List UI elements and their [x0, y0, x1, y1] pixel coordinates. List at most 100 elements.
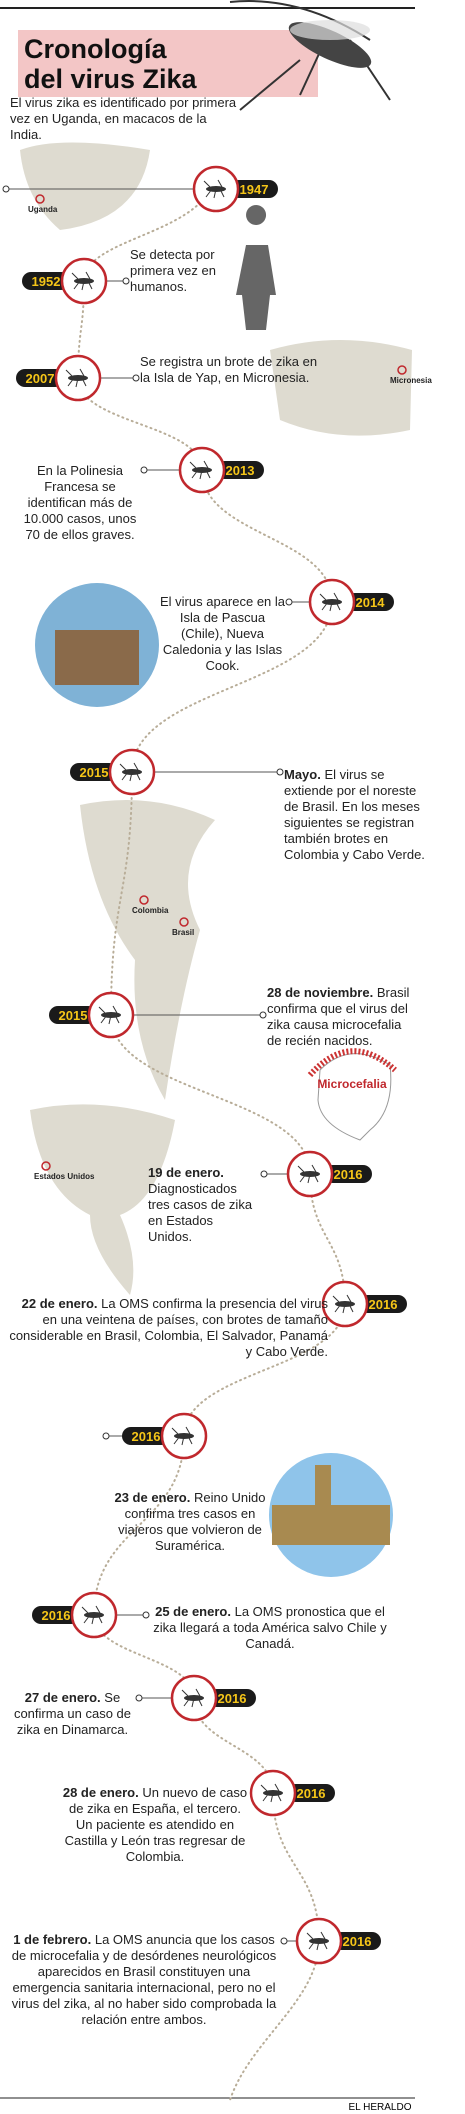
year: 2016 — [334, 1167, 363, 1182]
mosquito-legs — [297, 1164, 319, 1184]
connector-dot — [122, 277, 130, 285]
map-point — [397, 365, 407, 375]
event-text: Mayo. El virus se extiende por el norest… — [284, 767, 434, 863]
year-badge — [22, 272, 70, 290]
mosquito-legs — [260, 1783, 282, 1803]
mosquito-legs — [203, 179, 225, 199]
mosquito-icon — [189, 460, 212, 480]
connector-dot — [259, 1011, 267, 1019]
mosquito-legs — [81, 1605, 103, 1625]
event-text: 25 de enero. La OMS pronostica que el zi… — [150, 1604, 390, 1652]
mosquito-legs — [119, 762, 141, 782]
year: 2016 — [297, 1786, 326, 1801]
event-description: Brasil confirma que el virus del zika ca… — [267, 985, 410, 1048]
year-badge — [333, 1932, 381, 1950]
mosquito-legs — [306, 1931, 328, 1951]
mosquito-icon — [319, 592, 342, 612]
event-description: Se detecta por primera vez en humanos. — [130, 247, 216, 294]
map-point — [35, 194, 45, 204]
connector-dot — [276, 768, 284, 776]
human-silhouette — [236, 205, 276, 330]
year: 2015 — [80, 765, 109, 780]
year: 1952 — [32, 274, 61, 289]
map-label: Colombia — [132, 906, 169, 915]
mosquito-icon — [181, 1688, 204, 1708]
year-badge — [32, 1606, 80, 1624]
year: 2016 — [132, 1429, 161, 1444]
event-description: Un nuevo de caso de zika en España, el t… — [64, 1785, 248, 1864]
year: 2013 — [226, 463, 255, 478]
event-description: La OMS confirma la presencia del virus e… — [9, 1296, 328, 1359]
connector-dot — [135, 1694, 143, 1702]
event-date: 23 de enero. — [114, 1490, 191, 1505]
year-badge — [70, 763, 118, 781]
connector-dot — [142, 1611, 150, 1619]
measure-tape — [307, 1048, 397, 1078]
mosquito-legs — [332, 1294, 354, 1314]
year: 2016 — [369, 1297, 398, 1312]
year-badge — [346, 593, 394, 611]
mosquito-icon — [71, 271, 94, 291]
moai — [55, 630, 139, 685]
year-badge — [122, 1427, 170, 1445]
map-world — [270, 340, 412, 436]
mosquito-legs — [181, 1688, 203, 1708]
mosquito-legs — [71, 271, 93, 291]
event-text: En la Polinesia Francesa se identifican … — [20, 463, 140, 543]
event-text: El virus zika es identificado por primer… — [10, 95, 240, 143]
year-badge — [49, 1006, 97, 1024]
connector-dot — [102, 1432, 110, 1440]
event-text: El virus aparece en la Isla de Pascua (C… — [160, 594, 285, 674]
connector-dot — [285, 598, 293, 606]
event-text: Se registra un brote de zika en la Isla … — [140, 354, 320, 386]
event-text: 22 de enero. La OMS confirma la presenci… — [8, 1296, 328, 1360]
mosquito-icon — [306, 1931, 329, 1951]
dotted-path — [76, 166, 347, 2101]
year-badge — [230, 180, 278, 198]
event-description: En la Polinesia Francesa se identifican … — [23, 463, 137, 542]
event-date: 28 de noviembre. — [267, 985, 374, 1000]
year: 2015 — [59, 1008, 88, 1023]
mosquito-legs — [319, 592, 341, 612]
footer: EL HERALDO — [349, 2102, 412, 2113]
year-badge — [216, 461, 264, 479]
title-line: del virus Zika — [24, 64, 197, 94]
map-world — [20, 142, 150, 230]
event-date: 22 de enero. — [21, 1296, 98, 1311]
event-text: 19 de enero. Diagnosticados tres casos d… — [148, 1165, 260, 1245]
year: 2007 — [26, 371, 55, 386]
mosquito-icon — [171, 1426, 194, 1446]
connector-dot — [260, 1170, 268, 1178]
title-line: Cronología — [24, 34, 167, 64]
year: 2016 — [42, 1608, 71, 1623]
map-americas — [30, 1104, 175, 1295]
event-text: Se detecta por primera vez en humanos. — [130, 247, 245, 295]
year-badge — [324, 1165, 372, 1183]
mosquito-icon — [203, 179, 226, 199]
event-date: 19 de enero. — [148, 1165, 224, 1180]
event-description: Diagnosticados tres casos de zika en Est… — [148, 1181, 253, 1244]
mosquito-icon — [119, 762, 142, 782]
event-description: La OMS anuncia que los casos de microcef… — [11, 1932, 277, 2027]
map-americas — [80, 800, 215, 1100]
event-date: 25 de enero. — [155, 1604, 231, 1619]
mosquito-icon — [332, 1294, 355, 1314]
year-badge — [359, 1295, 407, 1313]
event-text: 28 de noviembre. Brasil confirma que el … — [267, 985, 417, 1049]
event-description: La OMS pronostica que el zika llegará a … — [153, 1604, 387, 1651]
head-outline — [317, 1053, 392, 1141]
mosquito-legs — [171, 1426, 193, 1446]
mosquito-legs — [189, 460, 211, 480]
event-description: Reino Unido confirma tres casos en viaje… — [118, 1490, 266, 1553]
event-date: 27 de enero. — [24, 1690, 101, 1705]
map-label: Estados Unidos — [34, 1172, 95, 1181]
mosquito-legs — [65, 368, 87, 388]
microcefalia-label: Microcefalia — [317, 1077, 387, 1091]
mosquito-legs — [98, 1005, 120, 1025]
mosquito-illustration — [229, 0, 391, 111]
mosquito-icon — [297, 1164, 320, 1184]
map-point — [179, 917, 189, 927]
title: Cronología del virus Zika — [24, 34, 197, 94]
